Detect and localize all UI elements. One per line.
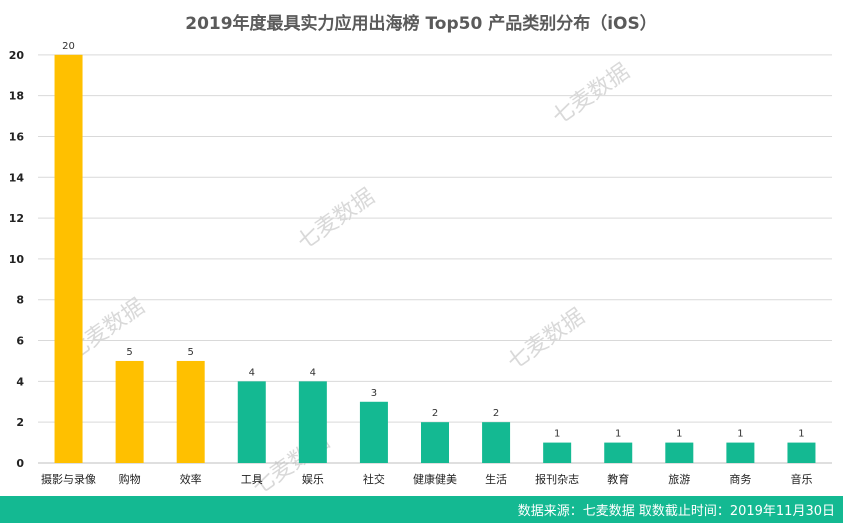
category-label: 工具 <box>241 473 263 486</box>
category-label: 健康健美 <box>413 472 457 486</box>
chart-title: 2019年度最具实力应用出海榜 Top50 产品类别分布（iOS） <box>185 13 657 34</box>
bars <box>54 54 816 464</box>
y-tick-label: 18 <box>9 90 24 103</box>
y-tick-label: 20 <box>9 49 25 62</box>
bar-value-label: 3 <box>371 388 377 399</box>
bar-value-label: 4 <box>310 367 316 378</box>
bar <box>543 442 572 463</box>
bar <box>359 401 388 463</box>
y-tick-label: 2 <box>16 416 24 429</box>
bar-value-label: 20 <box>62 41 75 52</box>
data-labels: 20 5 5 4 4 3 2 2 1 1 1 1 1 <box>62 41 804 440</box>
y-axis-ticks: 0 2 4 6 8 10 12 14 16 18 20 <box>9 49 25 470</box>
category-labels: 摄影与录像 购物 效率 工具 娱乐 社交 健康健美 生活 报刊杂志 教育 旅游 商务 音乐 <box>41 472 812 486</box>
bar-value-label: 5 <box>188 347 194 358</box>
bar-value-label: 1 <box>615 429 621 440</box>
category-label: 社交 <box>363 472 385 486</box>
bar <box>787 442 816 463</box>
watermark-text: 七麦数据 <box>503 304 589 375</box>
category-label: 摄影与录像 <box>41 472 96 486</box>
bar <box>115 360 144 463</box>
bar <box>298 381 327 463</box>
bar-value-label: 1 <box>676 429 682 440</box>
category-label: 娱乐 <box>302 472 324 486</box>
footer-source-text: 数据来源：七麦数据 取数截止时间：2019年11月30日 <box>517 504 835 519</box>
bar <box>176 360 205 463</box>
bar-value-label: 2 <box>432 408 438 419</box>
bar <box>421 422 449 463</box>
category-label: 商务 <box>729 472 751 486</box>
bar-value-label: 4 <box>249 367 255 378</box>
bar-value-label: 1 <box>737 429 743 440</box>
bar <box>54 54 83 464</box>
y-tick-label: 6 <box>16 335 24 348</box>
bar <box>726 442 755 463</box>
bar <box>237 381 266 463</box>
bar <box>665 442 694 463</box>
category-label: 音乐 <box>790 472 812 486</box>
bar-value-label: 2 <box>493 408 499 419</box>
y-tick-label: 4 <box>16 375 24 388</box>
footer-bar: 数据来源：七麦数据 取数截止时间：2019年11月30日 <box>0 496 843 523</box>
y-tick-label: 10 <box>9 253 25 266</box>
gridlines <box>38 54 832 464</box>
category-label: 购物 <box>119 472 141 486</box>
watermark-text: 七麦数据 <box>293 184 379 255</box>
y-tick-label: 8 <box>16 294 24 307</box>
bar <box>604 442 633 463</box>
category-label: 报刊杂志 <box>535 472 579 486</box>
y-tick-label: 14 <box>9 171 25 184</box>
bar-value-label: 1 <box>798 429 804 440</box>
watermark-text: 七麦数据 <box>548 59 634 130</box>
y-tick-label: 16 <box>9 130 25 143</box>
bar-value-label: 1 <box>554 429 560 440</box>
y-tick-label: 0 <box>16 457 24 470</box>
category-label: 效率 <box>180 472 202 486</box>
bar-value-label: 5 <box>126 347 132 358</box>
category-label: 生活 <box>485 472 507 486</box>
y-tick-label: 12 <box>9 212 24 225</box>
bar <box>482 422 511 463</box>
category-label: 教育 <box>607 472 629 486</box>
category-label: 旅游 <box>668 472 690 486</box>
